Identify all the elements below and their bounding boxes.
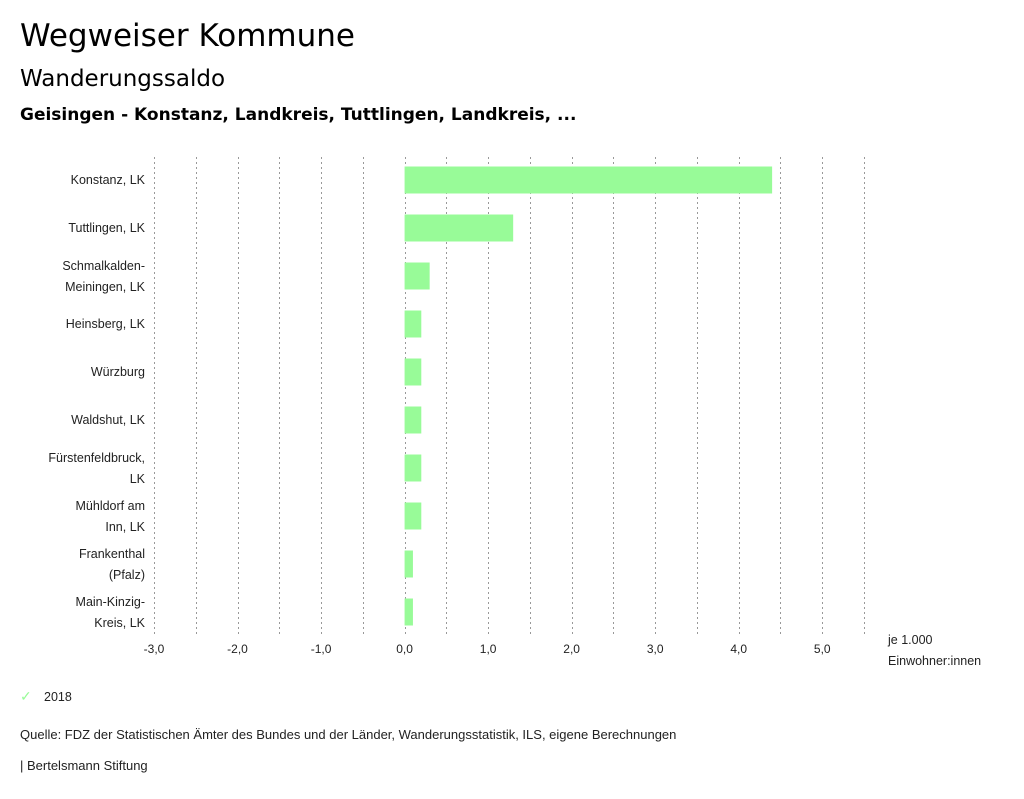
category-label: LK — [130, 472, 146, 486]
bar-chart: -3,0 -2,0 -1,0 0,0 1,0 2,0 3,0 4,0 5,0 Konstanz, … — [48, 157, 865, 656]
x-tick-label: 5,0 — [814, 642, 831, 656]
legend-label: 2018 — [44, 689, 72, 704]
category-label: (Pfalz) — [109, 568, 145, 582]
bar — [404, 166, 773, 194]
x-tick-label: -3,0 — [144, 642, 165, 656]
source-note: Quelle: FDZ der Statistischen Ämter des … — [20, 727, 677, 742]
region-label: Geisingen - Konstanz, Landkreis, Tuttlin… — [20, 105, 577, 125]
bar — [404, 358, 422, 386]
category-label: Fürstenfeldbruck, — [48, 451, 145, 465]
chart-subtitle: Wanderungssaldo — [20, 66, 226, 92]
x-tick-label: 4,0 — [730, 642, 747, 656]
x-tick-label: -2,0 — [227, 642, 248, 656]
bar — [404, 406, 422, 434]
category-label: Kreis, LK — [94, 616, 145, 630]
x-axis-unit-label: je 1.000 Einwohner:innen — [888, 630, 981, 672]
bar — [404, 550, 413, 578]
legend-item-2018[interactable]: ✓ 2018 — [20, 688, 72, 705]
bar — [404, 262, 430, 290]
category-label: Konstanz, LK — [71, 173, 146, 187]
x-tick-label: -1,0 — [311, 642, 332, 656]
category-label: Frankenthal — [79, 547, 145, 561]
category-label: Mühldorf am — [76, 499, 145, 513]
check-icon: ✓ — [20, 688, 32, 704]
category-label: Inn, LK — [105, 520, 145, 534]
category-label: Meiningen, LK — [65, 280, 146, 294]
x-axis-unit-line-2: Einwohner:innen — [888, 654, 982, 668]
x-tick-label: 0,0 — [396, 642, 413, 656]
category-label: Würzburg — [91, 365, 145, 379]
x-tick-label: 1,0 — [480, 642, 497, 656]
publisher-note: | Bertelsmann Stiftung — [20, 758, 148, 773]
x-tick-label: 2,0 — [563, 642, 580, 656]
page-title: Wegweiser Kommune — [20, 18, 355, 54]
category-label: Heinsberg, LK — [66, 317, 146, 331]
category-label: Main-Kinzig- — [76, 595, 145, 609]
bar — [404, 214, 514, 242]
x-axis-unit-line-1: je 1.000 — [888, 633, 933, 647]
category-label: Waldshut, LK — [71, 413, 146, 427]
bar — [404, 598, 413, 626]
x-tick-label: 3,0 — [647, 642, 664, 656]
category-label: Tuttlingen, LK — [68, 221, 145, 235]
bar — [404, 454, 422, 482]
bar — [404, 310, 422, 338]
bar — [404, 502, 422, 530]
category-label: Schmalkalden- — [62, 259, 145, 273]
